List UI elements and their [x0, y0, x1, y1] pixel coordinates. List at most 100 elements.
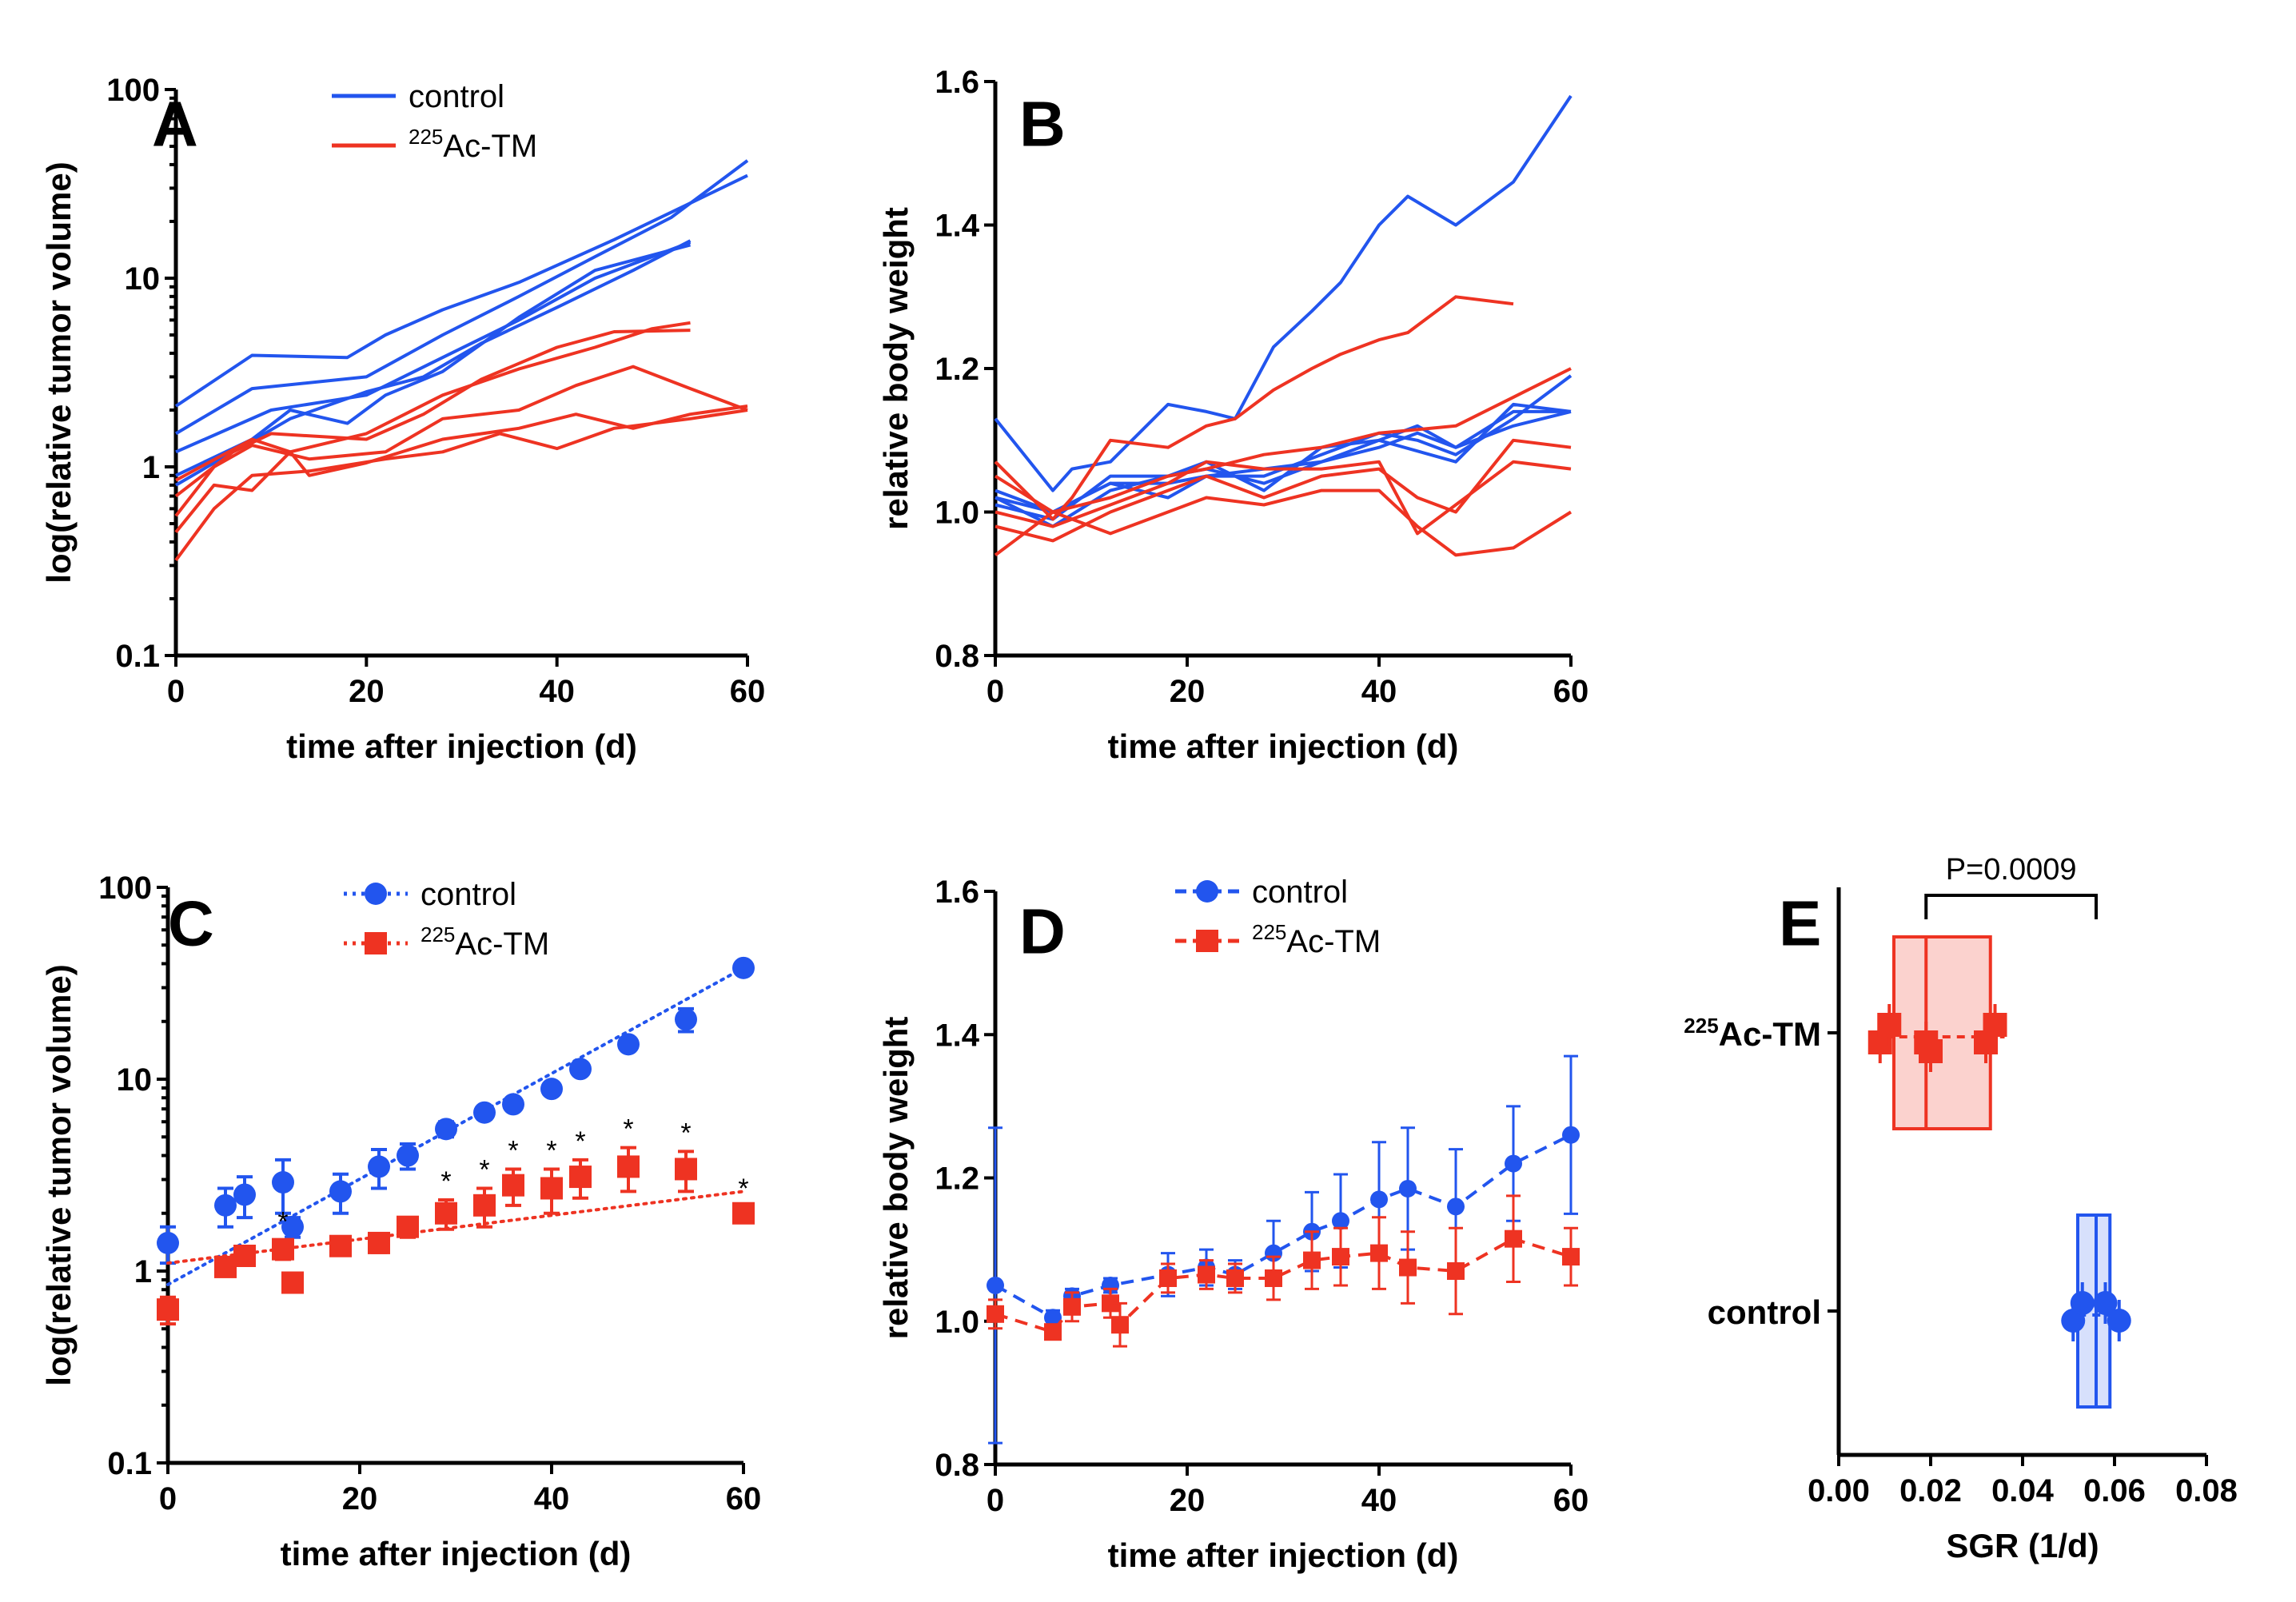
series-line-treated	[994, 488, 1573, 557]
significance-star: *	[546, 1135, 556, 1166]
data-point-treated	[368, 1231, 390, 1254]
legend-marker-control	[365, 883, 387, 905]
data-point-treated	[157, 1298, 179, 1321]
y-tick-label: 1	[134, 1254, 152, 1289]
data-point-control	[1447, 1198, 1465, 1216]
data-point-treated	[281, 1271, 304, 1294]
panel-label: B	[1019, 89, 1066, 160]
x-tick-label: 60	[1553, 674, 1589, 709]
series-line-control	[994, 94, 1573, 492]
panel-label: C	[168, 888, 214, 959]
data-point-control	[1044, 1309, 1062, 1327]
data-point-treated	[397, 1215, 419, 1238]
series-line-control	[175, 243, 692, 477]
x-tick-label: 40	[1361, 1483, 1397, 1518]
y-tick-label: 100	[98, 871, 152, 906]
panel-B: B 0 20 40 60 0.8 1.0 1.2 1.4 1.6 time after inject…	[877, 65, 1588, 765]
x-tick-label: 60	[730, 674, 766, 709]
x-tick-label: 20	[349, 674, 385, 709]
category-label-control: control	[1708, 1293, 1821, 1331]
y-tick-label: 10	[125, 261, 161, 297]
legend-label-control: control	[409, 79, 504, 114]
p-value: P=0.0009	[1946, 853, 2077, 887]
data-point-treated	[569, 1166, 592, 1189]
x-tick-label: 20	[1170, 674, 1206, 709]
y-tick-label: 1.4	[935, 209, 979, 244]
x-axis-label: SGR (1/d)	[1946, 1527, 2099, 1564]
data-point-treated	[1332, 1248, 1349, 1266]
x-tick-label: 0	[987, 674, 1004, 709]
point-control	[2107, 1309, 2131, 1333]
data-point-treated	[435, 1202, 457, 1225]
series-line-control	[995, 409, 1572, 528]
data-point-treated	[540, 1177, 563, 1200]
x-tick-label: 60	[1553, 1483, 1589, 1518]
data-point-control	[1399, 1179, 1417, 1198]
legend-marker-treated	[1196, 930, 1218, 952]
series-line-treated	[174, 365, 748, 517]
x-tick-label: 0.00	[1808, 1473, 1870, 1508]
y-tick-label: 1	[142, 450, 160, 485]
series-line-control	[174, 173, 748, 408]
data-point-control	[157, 1231, 179, 1254]
point-control	[2093, 1291, 2118, 1315]
series-line-treated	[174, 408, 748, 561]
x-axis-label: time after injection (d)	[286, 727, 637, 765]
data-point-treated	[272, 1237, 294, 1261]
data-point-control	[214, 1194, 237, 1217]
data-point-treated	[617, 1155, 640, 1178]
legend-rest: Ac-TM	[1286, 924, 1381, 959]
data-point-control	[473, 1101, 496, 1124]
data-point-control	[617, 1033, 640, 1056]
fit-line-treated	[166, 1190, 745, 1265]
y-tick-label: 1.0	[935, 1305, 979, 1340]
legend-label-treated: 225Ac-TM	[409, 125, 537, 164]
data-point-treated	[1198, 1265, 1215, 1284]
data-point-treated	[1044, 1323, 1062, 1341]
panel-label: D	[1019, 896, 1066, 967]
mean-line-control	[995, 1133, 1572, 1320]
data-point-control	[233, 1183, 256, 1206]
x-tick-label: 0	[167, 674, 185, 709]
significance-star: *	[277, 1206, 288, 1237]
y-tick-label: 0.8	[935, 639, 979, 674]
category-sup: 225	[1684, 1014, 1718, 1038]
y-axis-label: relative body weight	[877, 207, 915, 530]
x-tick-label: 60	[726, 1481, 762, 1516]
point-control	[2061, 1309, 2086, 1333]
y-axis-label: log(relative tumor volume)	[40, 161, 78, 583]
data-point-treated	[1102, 1294, 1119, 1313]
x-tick-label: 0.08	[2175, 1473, 2238, 1508]
x-axis-label: time after injection (d)	[1108, 1536, 1459, 1574]
legend-marker-treated	[365, 932, 387, 954]
series-line-treated	[994, 295, 1514, 521]
data-point-control	[329, 1180, 352, 1203]
y-tick-label: 100	[106, 73, 160, 108]
data-point-control	[987, 1276, 1004, 1294]
series-line-control	[995, 374, 1573, 514]
data-point-treated	[1399, 1258, 1417, 1277]
data-point-treated	[1226, 1269, 1244, 1287]
significance-star: *	[479, 1154, 489, 1185]
series-line-treated	[994, 367, 1572, 514]
data-point-treated	[1370, 1244, 1388, 1262]
panel-E: E 0.00 0.02 0.04 0.06 0.08 SGR (1/d) 225Ac-TM co…	[1684, 853, 2238, 1564]
significance-star: *	[680, 1118, 691, 1148]
legend-label-control: control	[1252, 875, 1348, 910]
data-point-treated	[502, 1174, 524, 1197]
legend-label-treated: 225Ac-TM	[1252, 920, 1381, 959]
data-point-control	[368, 1155, 390, 1178]
point-treated	[1919, 1039, 1943, 1063]
x-tick-label: 0.06	[2083, 1473, 2146, 1508]
significance-star: *	[738, 1174, 748, 1204]
data-point-control	[569, 1058, 592, 1081]
legend-sup: 225	[409, 125, 443, 149]
legend-marker-control	[1196, 880, 1218, 903]
legend-label-treated: 225Ac-TM	[421, 923, 549, 962]
series-line-treated	[174, 329, 691, 498]
x-tick-label: 0.04	[1991, 1473, 2055, 1508]
data-point-treated	[987, 1305, 1004, 1323]
mean-line-treated	[995, 1237, 1572, 1334]
data-point-treated	[675, 1158, 697, 1181]
